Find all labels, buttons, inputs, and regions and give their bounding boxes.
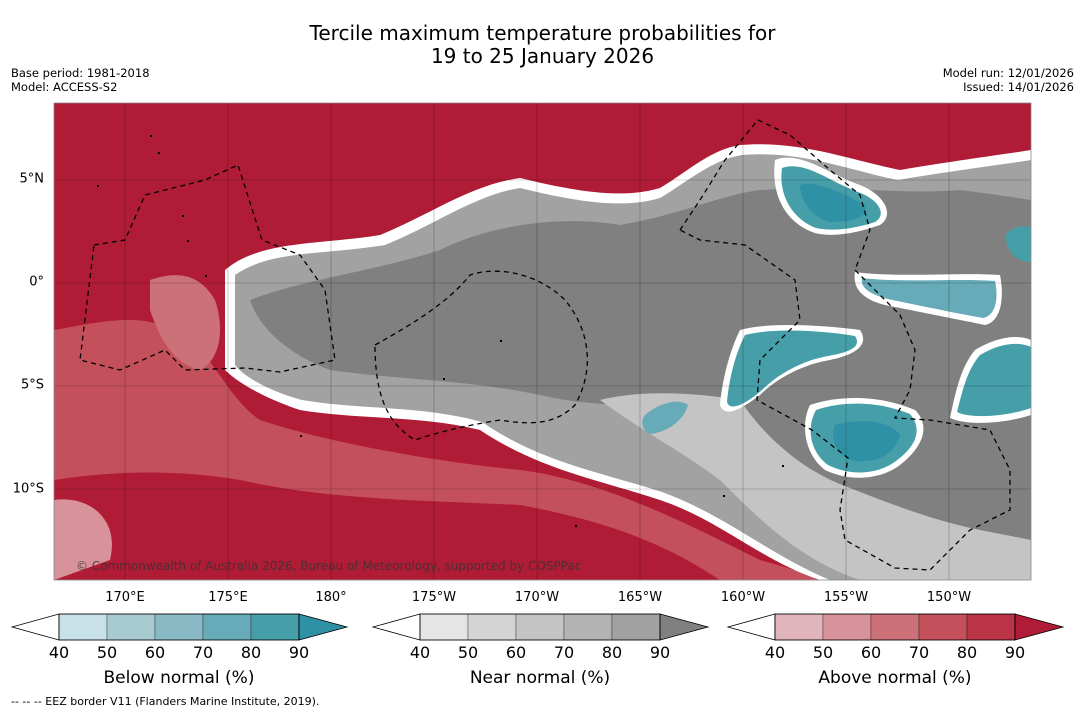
model-run: Model run: 12/01/2026 bbox=[942, 66, 1074, 80]
title-line-1: Tercile maximum temperature probabilitie… bbox=[309, 21, 776, 45]
near-normal-70-region bbox=[600, 393, 1031, 580]
model-name: Model: ACCESS-S2 bbox=[11, 80, 118, 94]
lon-label-155w: 155°W bbox=[823, 590, 869, 605]
colorbar-below bbox=[10, 613, 349, 641]
near-normal-patch bbox=[960, 448, 1025, 480]
above-tick-50: 50 bbox=[812, 643, 834, 662]
above-tick-40: 40 bbox=[764, 643, 786, 662]
island-specks bbox=[97, 135, 784, 527]
below-tick-60: 60 bbox=[144, 643, 166, 662]
lon-label-150w: 150°W bbox=[926, 590, 972, 605]
lon-label-175w: 175°W bbox=[411, 590, 457, 605]
below-tick-70: 70 bbox=[192, 643, 214, 662]
below-tick-50: 50 bbox=[96, 643, 118, 662]
base-period: Base period: 1981-2018 bbox=[11, 66, 150, 80]
above-tick-60: 60 bbox=[860, 643, 882, 662]
above-normal-90-region bbox=[54, 472, 720, 580]
above-normal-60-region bbox=[150, 275, 220, 370]
near-tick-60: 60 bbox=[505, 643, 527, 662]
lon-label-170e: 170°E bbox=[105, 590, 145, 605]
near-tick-50: 50 bbox=[457, 643, 479, 662]
below-normal-patch-2 bbox=[727, 330, 857, 407]
lon-label-180: 180° bbox=[315, 590, 347, 605]
lon-label-160w: 160°W bbox=[720, 590, 766, 605]
lat-label-5s: 5°S bbox=[20, 377, 44, 393]
lat-label-5n: 5°N bbox=[19, 171, 45, 187]
near-tick-80: 80 bbox=[601, 643, 623, 662]
meta-left: Base period: 1981-2018 Model: ACCESS-S2 bbox=[11, 66, 150, 94]
below-normal-patch-6 bbox=[1005, 226, 1031, 262]
lon-label-175e: 175°E bbox=[208, 590, 248, 605]
eez-borders bbox=[79, 119, 1011, 571]
copyright-text: © Commonwealth of Australia 2026, Bureau… bbox=[76, 559, 581, 573]
below-tick-80: 80 bbox=[240, 643, 262, 662]
meta-right: Model run: 12/01/2026 Issued: 14/01/2026 bbox=[943, 66, 1074, 94]
title-line-2: 19 to 25 January 2026 bbox=[430, 44, 655, 68]
lat-label-10s: 10°S bbox=[12, 481, 44, 497]
below-tick-40: 40 bbox=[48, 643, 70, 662]
below-normal-title: Below normal (%) bbox=[103, 668, 255, 688]
near-tick-70: 70 bbox=[553, 643, 575, 662]
lat-label-0: 0° bbox=[29, 274, 44, 290]
below-normal-patch-5 bbox=[957, 343, 1031, 417]
above-tick-80: 80 bbox=[956, 643, 978, 662]
above-normal-50-region bbox=[54, 499, 112, 580]
above-tick-70: 70 bbox=[908, 643, 930, 662]
eez-footnote: -- -- -- EEZ border V11 (Flanders Marine… bbox=[11, 695, 320, 708]
below-tick-90: 90 bbox=[288, 643, 310, 662]
below-normal-patch-4 bbox=[861, 278, 997, 318]
lon-label-165w: 165°W bbox=[617, 590, 663, 605]
above-tick-90: 90 bbox=[1004, 643, 1026, 662]
map-frame bbox=[53, 102, 1032, 581]
below-normal-core-3 bbox=[833, 421, 900, 462]
below-normal-patch-7 bbox=[642, 401, 688, 434]
near-tick-40: 40 bbox=[409, 643, 431, 662]
colorbar-above bbox=[726, 613, 1065, 641]
map-title: Tercile maximum temperature probabilitie… bbox=[0, 22, 1085, 68]
near-normal-title: Near normal (%) bbox=[469, 668, 611, 688]
above-normal-title: Above normal (%) bbox=[818, 668, 972, 688]
map-area bbox=[54, 103, 1031, 580]
lon-label-170w: 170°W bbox=[514, 590, 560, 605]
below-normal-core-1 bbox=[800, 184, 866, 222]
colorbar-near bbox=[371, 613, 710, 641]
near-tick-90: 90 bbox=[649, 643, 671, 662]
issued-date: Issued: 14/01/2026 bbox=[963, 80, 1074, 94]
